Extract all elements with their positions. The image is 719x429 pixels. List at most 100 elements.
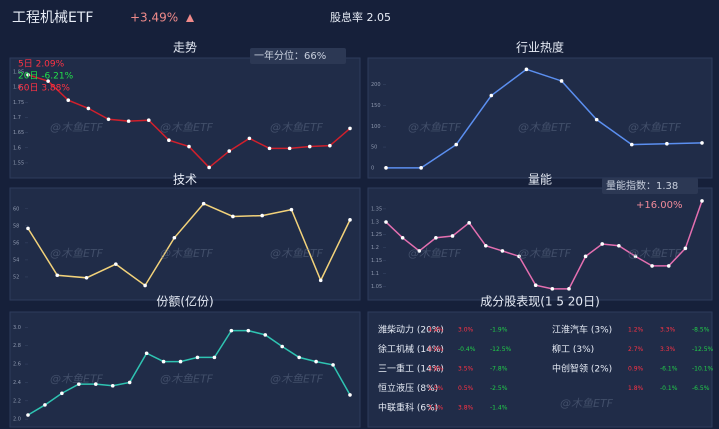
point: [629, 142, 634, 147]
point: [60, 391, 64, 396]
watermark: @木鱼ETF: [628, 121, 682, 134]
point: [434, 235, 438, 240]
stock-return: -0.1%: [660, 385, 678, 392]
series-line: [27, 202, 351, 287]
watermark: @木鱼ETF: [560, 397, 614, 410]
point: [314, 359, 318, 364]
point: [26, 413, 30, 417]
legend-entry: 60日 3.88%: [18, 83, 70, 94]
stock-return: -7.8%: [490, 366, 508, 373]
stock-return: 3.1%: [428, 405, 444, 412]
watermark: @木鱼ETF: [270, 373, 324, 386]
point: [212, 355, 217, 360]
annotation: 量能指数：1.38: [606, 179, 678, 192]
panel: [9, 187, 361, 301]
y-tick-label: 50: [371, 145, 377, 151]
point: [489, 93, 494, 98]
point: [348, 393, 352, 397]
panel: [9, 311, 361, 428]
y-tick-label: 2.4: [13, 380, 21, 386]
y-tick-label: 1.65: [13, 130, 24, 136]
point: [178, 359, 183, 364]
point: [650, 264, 654, 268]
watermark: @木鱼ETF: [270, 121, 324, 134]
panel-title: 量能: [528, 173, 552, 187]
stock-return: -1.9%: [490, 327, 508, 334]
y-tick-label: 1.75: [13, 100, 24, 106]
stock-return: 3.8%: [458, 405, 474, 412]
point: [700, 199, 704, 203]
point: [419, 166, 423, 170]
series-line: [27, 329, 351, 416]
y-tick-label: 2.6: [13, 362, 21, 368]
point: [167, 138, 171, 142]
point: [46, 79, 50, 83]
point: [348, 126, 352, 131]
panel: [367, 187, 713, 301]
point: [187, 144, 191, 149]
point: [229, 328, 234, 333]
panel-title: 行业热度: [516, 40, 564, 55]
y-tick-label: 150: [371, 103, 381, 109]
watermark: @木鱼ETF: [518, 121, 572, 134]
y-tick-label: 1.05: [371, 284, 382, 290]
point: [289, 207, 294, 212]
y-tick-label: 1.1: [371, 271, 379, 277]
change-label: +16.00%: [636, 200, 683, 211]
point: [201, 201, 206, 206]
point: [559, 79, 564, 83]
point: [348, 218, 352, 222]
y-tick-label: 54: [13, 257, 19, 263]
point: [110, 383, 115, 388]
stock-return: -6.5%: [692, 385, 710, 392]
point: [594, 117, 599, 122]
point: [246, 328, 251, 333]
dividend: 股息率 2.05: [330, 10, 391, 24]
point: [77, 382, 81, 386]
y-tick-label: 1.6: [13, 145, 21, 151]
y-tick-label: 2.2: [13, 398, 21, 404]
y-tick-label: 1.55: [13, 160, 24, 166]
annotation-box: [250, 48, 346, 64]
stock-name: 三一重工 (14%): [378, 363, 444, 375]
legend-entry: 5日 2.09%: [18, 59, 65, 70]
point: [146, 118, 151, 123]
y-tick-label: 200: [371, 82, 381, 88]
panel-title: 份额(亿份): [156, 294, 213, 309]
point: [467, 221, 471, 225]
point: [227, 149, 232, 153]
point: [247, 136, 252, 141]
point: [106, 117, 111, 122]
point: [297, 355, 301, 360]
stock-return: -12.5%: [692, 346, 714, 353]
stock-return: 1.8%: [628, 385, 644, 392]
point: [417, 249, 422, 253]
point: [263, 333, 268, 337]
watermark: @木鱼ETF: [50, 373, 104, 386]
stock-name: 柳工 (3%): [552, 343, 594, 355]
watermark: @木鱼ETF: [518, 247, 572, 260]
point: [114, 262, 118, 266]
stock-return: 3.0%: [458, 327, 474, 334]
panel-title: 技术: [173, 173, 197, 187]
watermark: @木鱼ETF: [160, 121, 214, 134]
y-tick-label: 56: [13, 240, 19, 246]
watermark: @木鱼ETF: [160, 373, 214, 386]
stock-return: 4.4%: [428, 327, 444, 334]
series-line: [385, 200, 703, 290]
stock-return: 3.8%: [428, 366, 444, 373]
up-arrow: [186, 14, 194, 22]
fund-title: 工程机械ETF: [12, 10, 93, 26]
stock-name: 中创智领 (2%): [552, 363, 612, 375]
point: [400, 235, 405, 240]
point: [318, 278, 323, 283]
stock-return: -0.4%: [458, 346, 476, 353]
annotation-box: [602, 178, 698, 194]
y-tick-label: 60: [13, 206, 19, 212]
panel-title: 成分股表现(1 5 20日): [480, 295, 600, 309]
y-tick-label: 58: [13, 223, 19, 229]
stock-return: -8.5%: [692, 327, 710, 334]
y-tick-label: 1.8: [13, 85, 21, 91]
y-tick-label: 100: [371, 124, 381, 130]
stock-return: -10.1%: [692, 366, 714, 373]
